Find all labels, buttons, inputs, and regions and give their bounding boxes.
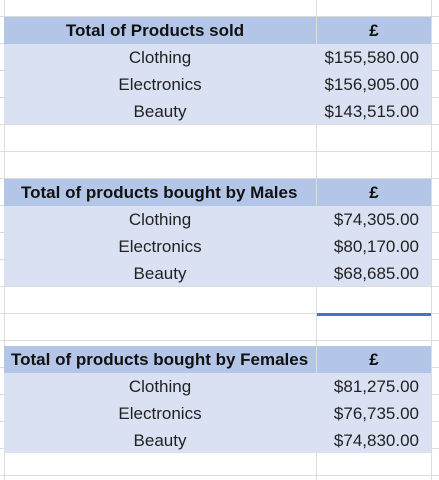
selected-cell-indicator [317,313,431,316]
gridline [0,124,439,125]
currency-header-cell[interactable]: £ [317,346,431,373]
value-label: $74,305.00 [333,209,419,229]
gridline [0,286,439,287]
gridline [0,16,439,17]
category-label: Beauty [133,430,187,450]
currency-header: £ [369,20,379,40]
category-label: Electronics [118,236,202,256]
value-label: $143,515.00 [324,101,419,121]
gridline [0,151,439,152]
value-cell[interactable]: $155,580.00 [317,44,431,71]
category-cell[interactable]: Clothing [4,206,316,233]
value-cell[interactable]: $76,735.00 [317,400,431,427]
value-label: $68,685.00 [333,263,419,283]
category-label: Clothing [128,376,192,396]
table-title: Total of Products sold [65,20,245,40]
value-cell[interactable]: $74,830.00 [317,427,431,454]
category-label: Electronics [118,74,202,94]
table-body-fill [4,44,431,124]
category-cell[interactable]: Electronics [4,233,316,260]
value-cell[interactable]: $80,170.00 [317,233,431,260]
currency-header: £ [369,349,379,369]
category-cell[interactable]: Beauty [4,427,316,454]
value-label: $74,830.00 [333,430,419,450]
value-label: $76,735.00 [333,403,419,423]
category-label: Electronics [118,403,202,423]
value-cell[interactable]: $68,685.00 [317,260,431,287]
category-cell[interactable]: Clothing [4,373,316,400]
gridline [0,313,439,314]
value-cell[interactable]: $143,515.00 [317,98,431,125]
value-label: $80,170.00 [333,236,419,256]
value-cell[interactable]: $81,275.00 [317,373,431,400]
category-cell[interactable]: Clothing [4,44,316,71]
table-title: Total of products bought by Females [11,349,309,369]
category-cell[interactable]: Beauty [4,260,316,287]
gridline [0,475,439,476]
currency-header-cell[interactable]: £ [317,17,431,44]
value-cell[interactable]: $74,305.00 [317,206,431,233]
category-label: Clothing [128,47,192,67]
gridline [431,0,432,480]
table-body-fill [4,206,431,286]
gridline [0,178,439,179]
table-body-fill [4,373,431,453]
table-title-cell[interactable]: Total of products bought by Females [4,346,316,373]
value-label: $81,275.00 [333,376,419,396]
category-label: Beauty [133,101,187,121]
value-label: $156,905.00 [324,74,419,94]
category-label: Beauty [133,263,187,283]
value-label: $155,580.00 [324,47,419,67]
currency-header-cell[interactable]: £ [317,179,431,206]
table-title-cell[interactable]: Total of products bought by Males [4,179,316,206]
table-title-cell[interactable]: Total of Products sold [4,17,316,44]
category-cell[interactable]: Electronics [4,400,316,427]
category-label: Clothing [128,209,192,229]
category-cell[interactable]: Beauty [4,98,316,125]
value-cell[interactable]: $156,905.00 [317,71,431,98]
category-cell[interactable]: Electronics [4,71,316,98]
table-title: Total of products bought by Males [21,182,298,202]
gridline [0,340,439,341]
currency-header: £ [369,182,379,202]
